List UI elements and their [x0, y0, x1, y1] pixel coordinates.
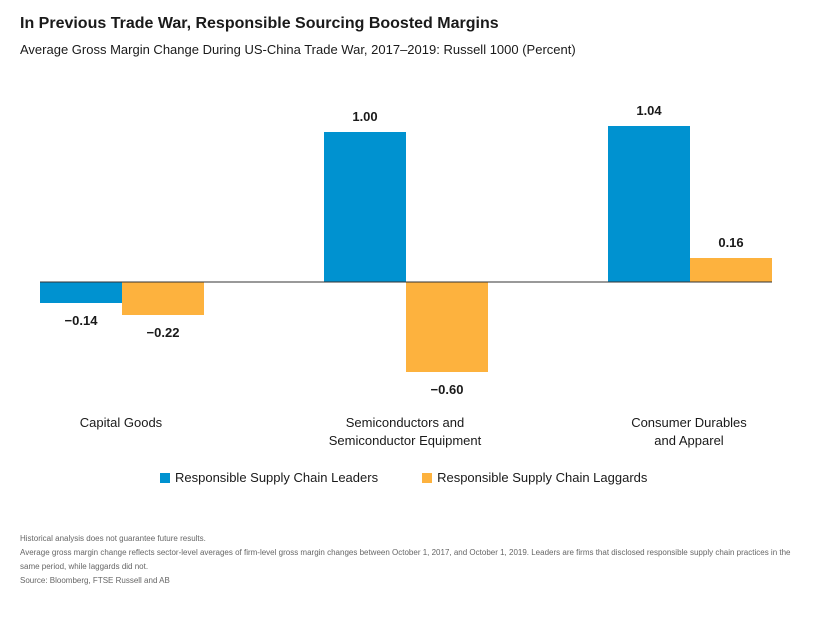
footnote-source: Source: Bloomberg, FTSE Russell and AB	[20, 576, 170, 585]
data-label-laggards-2: 0.16	[718, 235, 743, 250]
bar-laggards-1	[406, 282, 488, 372]
chart-title: In Previous Trade War, Responsible Sourc…	[20, 15, 499, 32]
data-label-leaders-2: 1.04	[636, 103, 662, 118]
legend-swatch-leaders	[160, 472, 170, 483]
chart-subtitle: Average Gross Margin Change During US-Ch…	[20, 42, 576, 57]
bar-chart: −0.14 1.00 1.04 −0.22 −0.60 0.16 Capital Goods…	[40, 103, 772, 448]
chart-legend: Responsible Supply Chain Leaders Respons…	[160, 470, 691, 485]
footnote-disclaimer: Historical analysis does not guarantee f…	[20, 534, 206, 543]
legend-item-leaders: Responsible Supply Chain Leaders	[160, 470, 378, 485]
legend-label-leaders: Responsible Supply Chain Leaders	[175, 470, 379, 485]
bar-leaders-2	[608, 126, 690, 282]
bar-leaders-0	[40, 282, 122, 303]
legend-item-laggards: Responsible Supply Chain Laggards	[422, 470, 647, 485]
bar-laggards-0	[122, 282, 204, 315]
category-label-2-line-1: and Apparel	[654, 433, 724, 448]
footnotes: Historical analysis does not guarantee f…	[20, 532, 800, 588]
bar-leaders-1	[324, 132, 406, 282]
category-label-1-line-1: Semiconductor Equipment	[329, 433, 482, 448]
footnote-methodology: Average gross margin change reflects sec…	[20, 548, 791, 571]
data-label-laggards-1: −0.60	[431, 382, 464, 397]
category-label-0-line-0: Capital Goods	[80, 415, 163, 430]
category-label-2-line-0: Consumer Durables	[631, 415, 747, 430]
data-label-leaders-1: 1.00	[352, 109, 377, 124]
category-label-1-line-0: Semiconductors and	[346, 415, 465, 430]
legend-label-laggards: Responsible Supply Chain Laggards	[437, 470, 648, 485]
data-label-leaders-0: −0.14	[65, 313, 99, 328]
bar-laggards-2	[690, 258, 772, 282]
legend-swatch-laggards	[422, 472, 433, 483]
data-label-laggards-0: −0.22	[147, 325, 180, 340]
